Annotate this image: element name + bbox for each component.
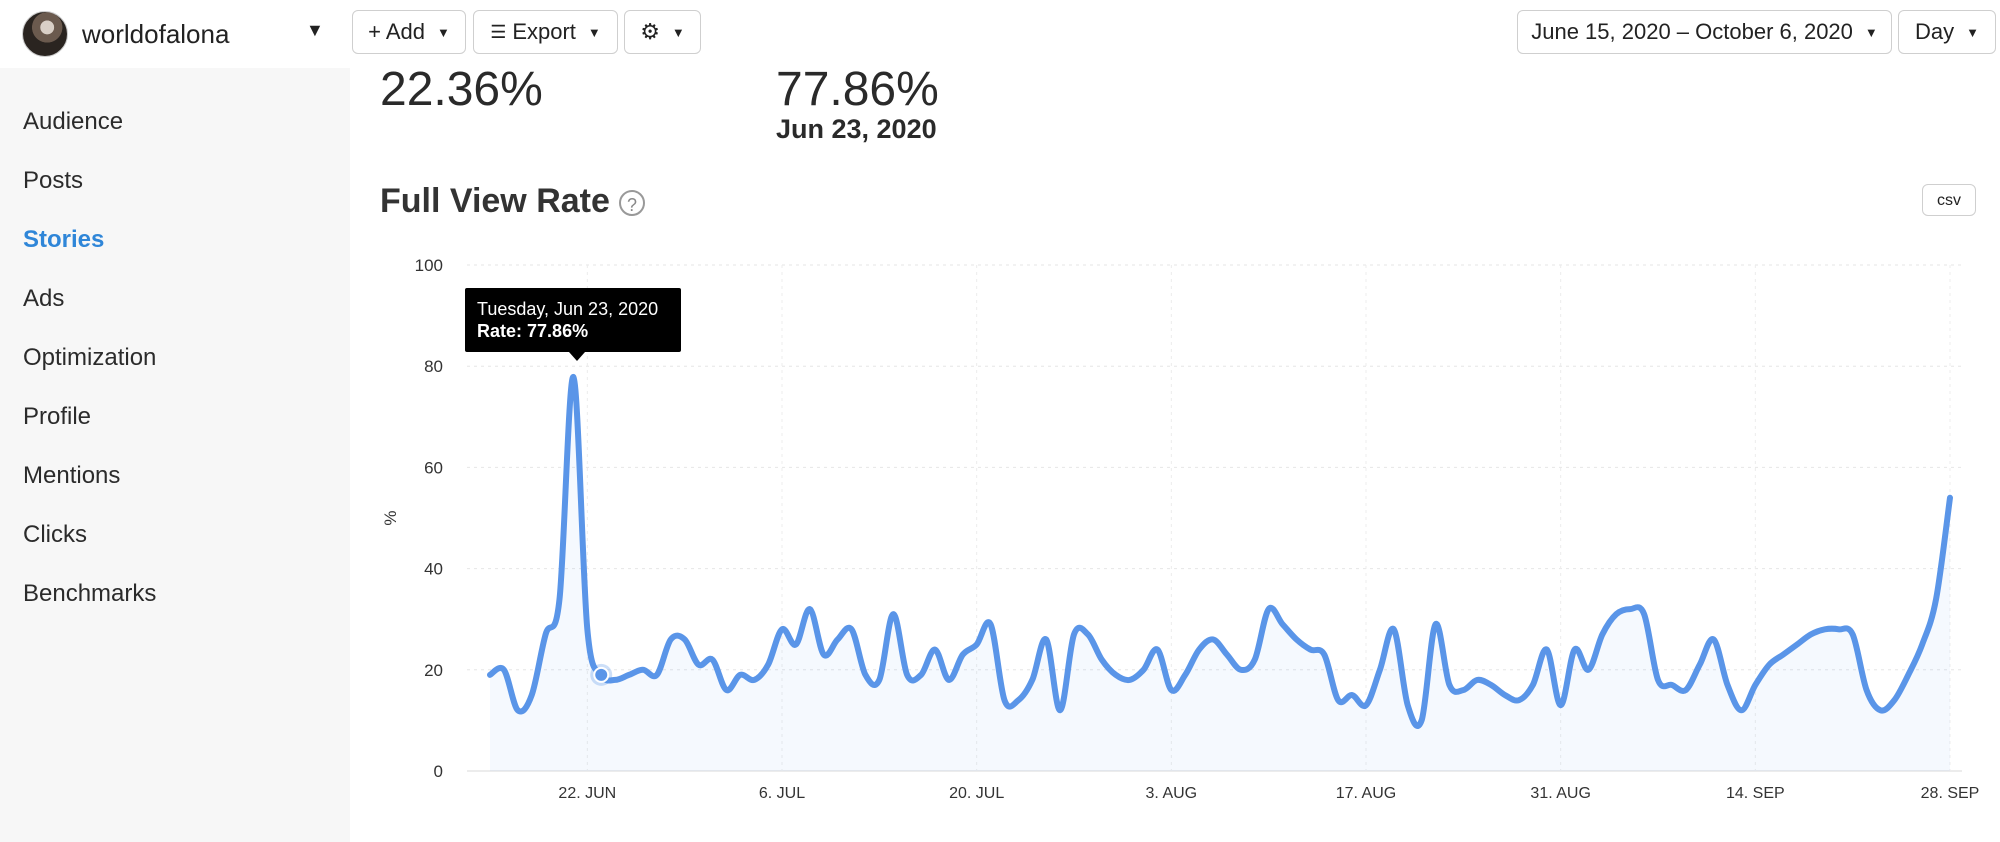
date-range-label: June 15, 2020 – October 6, 2020 [1531, 19, 1853, 44]
chart-tooltip: Tuesday, Jun 23, 2020 Rate: 77.86% [465, 288, 681, 361]
section-title: Full View Rate [380, 182, 610, 220]
caret-down-icon: ▼ [671, 24, 685, 40]
y-tick-label: 20 [424, 661, 443, 680]
sidebar-item-benchmarks[interactable]: Benchmarks [23, 580, 157, 607]
full-view-rate-chart[interactable]: 0 20 40 60 80 100% 22. JUN 6. JUL 20. JUL 3. AUG 1… [380, 240, 1980, 820]
x-tick-label: 28. SEP [1921, 785, 1980, 802]
granularity-label: Day [1915, 19, 1955, 44]
csv-export-button[interactable]: csv [1922, 184, 1976, 216]
add-button[interactable]: + Add ▼ [352, 10, 466, 54]
x-tick-label: 31. AUG [1530, 785, 1590, 802]
settings-button[interactable]: ⚙ ▼ [624, 10, 701, 54]
export-label: Export [512, 19, 576, 44]
y-tick-label: 40 [424, 560, 443, 579]
tooltip-rate-value: 77.86% [527, 321, 589, 341]
tooltip-date: Tuesday, Jun 23, 2020 [477, 299, 659, 319]
gear-icon: ⚙ [640, 19, 660, 44]
caret-down-icon: ▼ [587, 24, 601, 40]
avatar[interactable] [22, 11, 68, 57]
sidebar-item-clicks[interactable]: Clicks [23, 521, 87, 548]
series-line [487, 374, 1953, 729]
y-tick-label: 0 [434, 762, 443, 781]
top-bar: worldofalona ▼ + Add ▼ ☰ Export ▼ ⚙ ▼ Ju… [0, 0, 2000, 68]
sidebar-item-profile[interactable]: Profile [23, 403, 92, 430]
y-axis-label: % [381, 510, 400, 525]
series-area [490, 376, 1950, 771]
x-tick-label: 17. AUG [1336, 785, 1396, 802]
add-label: + Add [368, 19, 425, 44]
tooltip-rate-label: Rate: [477, 321, 523, 341]
y-tick-label: 60 [424, 458, 443, 477]
account-name[interactable]: worldofalona [82, 18, 230, 49]
layers-icon: ☰ [490, 21, 507, 42]
account-caret-down-icon[interactable]: ▼ [306, 20, 324, 40]
sidebar-item-mentions[interactable]: Mentions [23, 462, 121, 489]
peak-rate-value: 77.86% [776, 63, 939, 116]
sidebar-item-optimization[interactable]: Optimization [23, 344, 157, 371]
sidebar: Audience Posts Stories Ads Optimization … [0, 68, 350, 842]
date-range-picker[interactable]: June 15, 2020 – October 6, 2020 ▼ [1517, 10, 1892, 54]
x-tick-label: 14. SEP [1726, 785, 1785, 802]
y-tick-label: 100 [415, 256, 443, 275]
granularity-select[interactable]: Day ▼ [1898, 10, 1996, 54]
x-tick-label: 22. JUN [558, 785, 616, 802]
x-tick-label: 6. JUL [759, 785, 805, 802]
sidebar-item-audience[interactable]: Audience [23, 108, 124, 135]
account-switcher[interactable]: worldofalona [22, 10, 229, 58]
sidebar-item-stories[interactable]: Stories [23, 226, 105, 253]
sidebar-item-ads[interactable]: Ads [23, 285, 65, 312]
export-button[interactable]: ☰ Export ▼ [473, 10, 618, 54]
peak-rate-date: Jun 23, 2020 [776, 114, 937, 144]
caret-down-icon: ▼ [1966, 24, 1979, 40]
average-rate-value: 22.36% [380, 63, 543, 116]
x-tick-label: 20. JUL [949, 785, 1004, 802]
help-icon[interactable]: ? [619, 190, 645, 216]
sidebar-item-posts[interactable]: Posts [23, 167, 84, 194]
caret-down-icon: ▼ [437, 24, 450, 40]
highlight-point [593, 666, 610, 683]
caret-down-icon: ▼ [1864, 24, 1878, 40]
y-tick-label: 80 [424, 357, 443, 376]
x-tick-label: 3. AUG [1146, 785, 1198, 802]
